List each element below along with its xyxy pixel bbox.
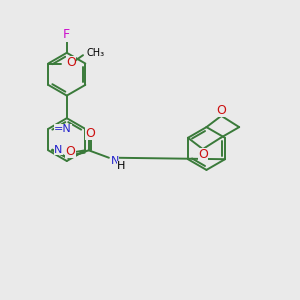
Text: CH₃: CH₃	[87, 48, 105, 58]
Text: O: O	[65, 145, 75, 158]
Text: F: F	[63, 28, 70, 41]
Text: N: N	[54, 145, 63, 155]
Text: O: O	[198, 148, 208, 161]
Text: O: O	[66, 56, 76, 69]
Text: N: N	[111, 156, 119, 166]
Text: H: H	[117, 161, 126, 171]
Text: O: O	[85, 127, 95, 140]
Text: =N: =N	[54, 124, 72, 134]
Text: O: O	[216, 104, 226, 117]
